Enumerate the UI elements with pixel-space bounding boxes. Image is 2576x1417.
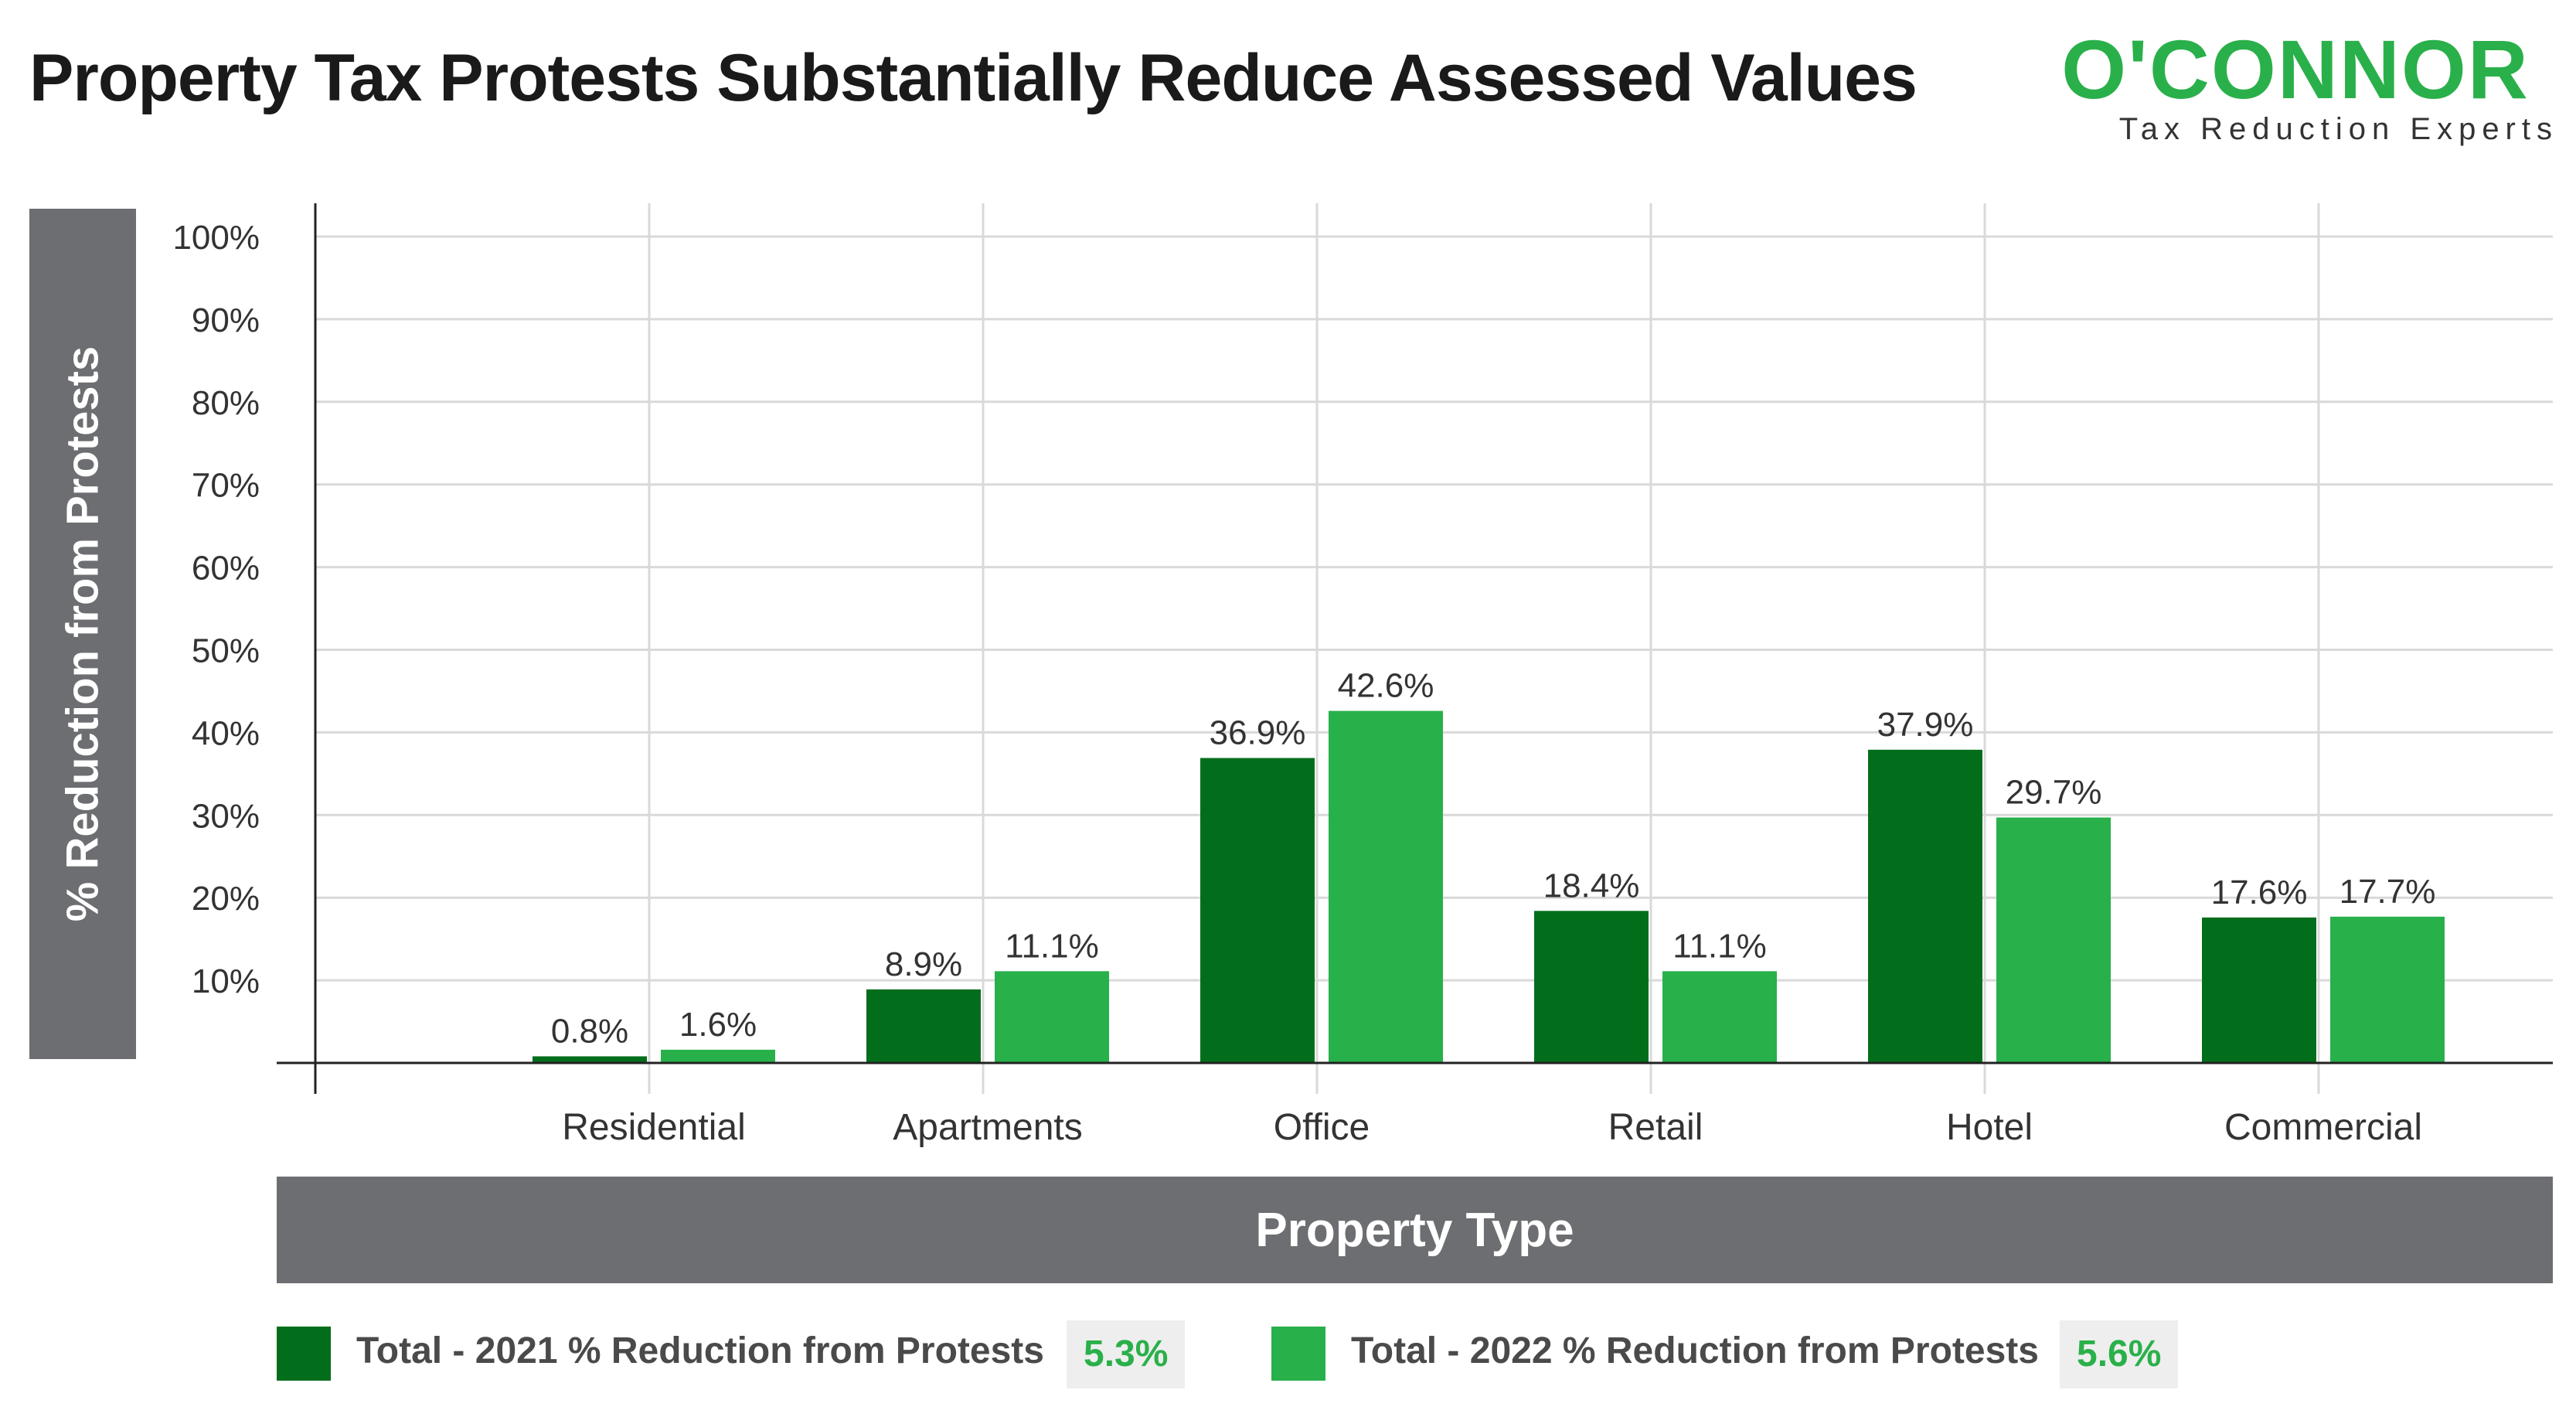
bar-2022-retail: [1662, 971, 1777, 1063]
y-tick-label: 20%: [192, 880, 260, 918]
data-label-2021-commercial: 17.6%: [2211, 874, 2308, 911]
y-tick-label: 100%: [172, 219, 260, 257]
legend-label-2022: Total - 2022 % Reduction from Protests: [1351, 1330, 2039, 1371]
bar-2021-apartments: [866, 989, 981, 1063]
data-label-2021-office: 36.9%: [1210, 714, 1306, 752]
y-tick-label: 60%: [192, 550, 260, 588]
bar-2022-residential: [661, 1049, 775, 1063]
x-axis-label: Property Type: [1255, 1203, 1574, 1257]
y-tick-label: 10%: [192, 962, 260, 1000]
x-tick-label: Residential: [562, 1107, 745, 1148]
legend-label-2021: Total - 2021 % Reduction from Protests: [356, 1330, 1044, 1371]
data-label-2022-residential: 1.6%: [679, 1006, 757, 1044]
bar-2022-commercial: [2330, 916, 2445, 1063]
x-axis-label-band: Property Type: [277, 1177, 2553, 1283]
data-label-2022-hotel: 29.7%: [2006, 774, 2102, 812]
bar-2021-hotel: [1868, 749, 1982, 1063]
data-label-2022-retail: 11.1%: [1673, 927, 1767, 965]
bar-2021-office: [1200, 758, 1315, 1063]
data-label-2022-apartments: 11.1%: [1005, 927, 1099, 965]
brand-logo: O'CONNOR Tax Reduction Experts: [2033, 23, 2558, 155]
legend-swatch-2022: [1271, 1327, 1325, 1381]
bar-2021-retail: [1534, 911, 1649, 1063]
x-tick-label: Apartments: [893, 1107, 1082, 1148]
y-tick-label: 30%: [192, 797, 260, 835]
legend-swatch-2021: [277, 1327, 331, 1381]
x-tick-label: Retail: [1608, 1107, 1703, 1148]
logo-tagline: Tax Reduction Experts: [2118, 112, 2558, 146]
data-label-2022-office: 42.6%: [1338, 667, 1434, 705]
x-tick-label: Hotel: [1946, 1107, 2033, 1148]
y-axis-label-band: [29, 209, 136, 1059]
y-tick-label: 40%: [192, 714, 260, 752]
data-label-2021-hotel: 37.9%: [1877, 706, 1974, 744]
data-label-2021-apartments: 8.9%: [885, 945, 962, 983]
y-tick-label: 70%: [192, 467, 260, 505]
y-tick-label: 50%: [192, 632, 260, 670]
bar-2021-commercial: [2202, 917, 2316, 1063]
x-tick-label: Office: [1274, 1107, 1370, 1148]
legend-total-2022: 5.6%: [2060, 1320, 2179, 1388]
x-tick-label: Commercial: [2224, 1107, 2422, 1148]
logo-name: O'CONNOR: [2061, 22, 2530, 116]
y-tick-label: 90%: [192, 301, 260, 339]
bar-2021-residential: [533, 1056, 647, 1063]
bar-2022-apartments: [995, 971, 1109, 1063]
chart-title: Property Tax Protests Substantially Redu…: [29, 41, 1918, 115]
y-tick-label: 80%: [192, 384, 260, 422]
data-label-2021-residential: 0.8%: [551, 1012, 628, 1050]
bar-2022-office: [1329, 710, 1443, 1063]
legend-total-2021: 5.3%: [1067, 1320, 1186, 1388]
bar-2022-hotel: [1996, 817, 2111, 1063]
data-label-2021-retail: 18.4%: [1543, 867, 1640, 904]
bar-chart: 10% 20% 30% 40% 50% 60% 70% 80% 90% 100% 0.8% 1.6% R…: [172, 203, 2553, 1148]
data-label-2022-commercial: 17.7%: [2339, 873, 2436, 911]
